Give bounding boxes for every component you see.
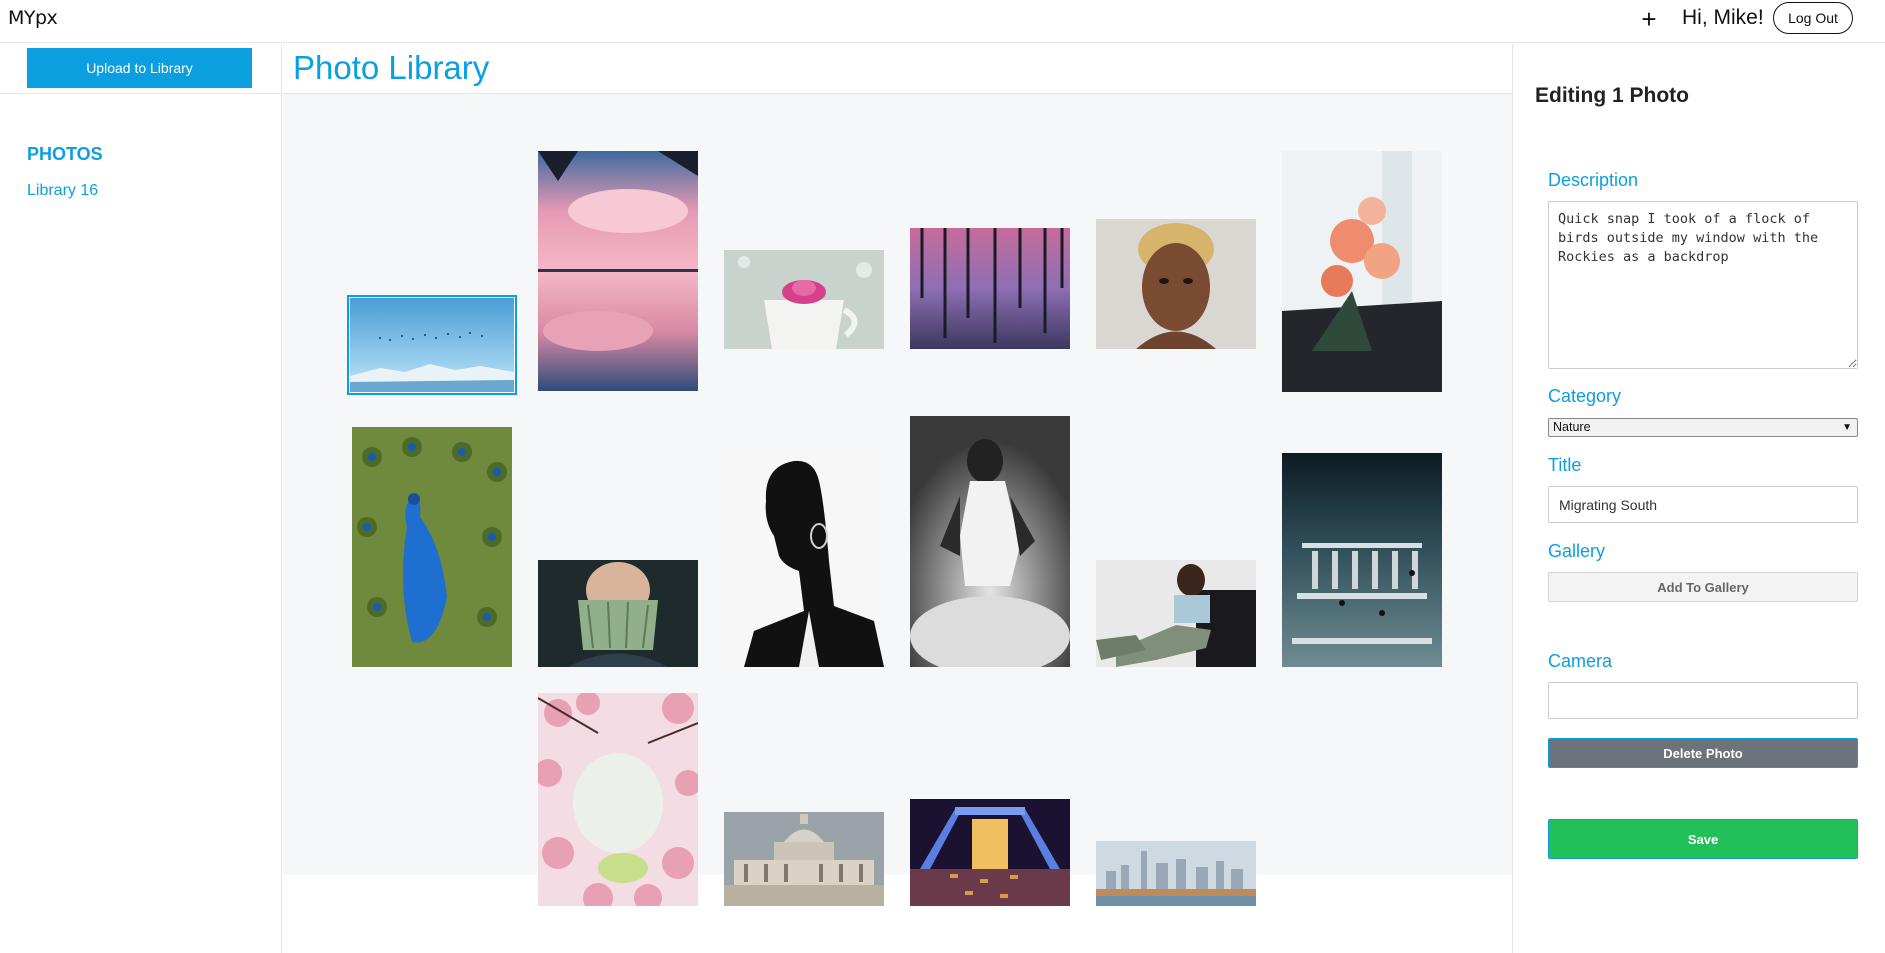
camera-label: Camera [1548, 651, 1613, 671]
photo-thumbnail[interactable] [1096, 219, 1256, 349]
photo-thumbnail[interactable] [538, 560, 698, 667]
sidebar: Upload to Library PHOTOS Library 16 [0, 44, 282, 953]
photo-image [352, 427, 512, 667]
category-select[interactable]: Nature ▼ [1548, 418, 1858, 437]
photo-grid [283, 94, 1512, 906]
photo-thumbnail[interactable] [910, 228, 1070, 349]
user-greeting: Hi, Mike! [1682, 6, 1764, 29]
sidebar-divider [0, 93, 281, 94]
title-label: Title [1548, 455, 1582, 475]
photo-thumbnail[interactable] [724, 441, 884, 667]
app-logo[interactable]: MYpx [8, 7, 58, 29]
title-divider [283, 93, 1512, 94]
photo-thumbnail[interactable] [1282, 453, 1442, 667]
photo-thumbnail[interactable] [538, 693, 698, 906]
photo-thumbnail[interactable] [352, 427, 512, 667]
category-label: Category [1548, 386, 1622, 406]
edit-panel: Editing 1 Photo Description Quick snap I… [1512, 44, 1885, 953]
photo-image [538, 693, 698, 906]
photo-image [1282, 151, 1442, 392]
photo-image [538, 560, 698, 667]
photo-thumbnail[interactable] [1096, 560, 1256, 667]
photo-thumbnail[interactable] [538, 151, 698, 391]
add-to-gallery-button[interactable]: Add To Gallery [1548, 572, 1858, 602]
photo-thumbnail[interactable] [910, 416, 1070, 667]
category-selected-value: Nature [1553, 420, 1591, 434]
photo-thumbnail[interactable] [910, 799, 1070, 906]
photo-image [910, 416, 1070, 667]
photo-image [724, 812, 884, 906]
photo-thumbnail[interactable] [347, 295, 517, 395]
top-bar: MYpx + Hi, Mike! Log Out [0, 0, 1885, 43]
photo-image [1096, 841, 1256, 906]
photo-thumbnail[interactable] [724, 812, 884, 906]
page-title: Photo Library [293, 49, 490, 86]
upload-to-library-button[interactable]: Upload to Library [27, 48, 252, 88]
photo-image [538, 151, 698, 391]
photos-section-heading: PHOTOS [27, 144, 103, 164]
logout-button[interactable]: Log Out [1773, 2, 1853, 34]
photo-image [910, 228, 1070, 349]
photo-image [1282, 453, 1442, 667]
description-label: Description [1548, 170, 1639, 190]
sidebar-item-library[interactable]: Library 16 [27, 182, 99, 199]
photo-thumbnail[interactable] [1282, 151, 1442, 392]
photo-image [724, 441, 884, 667]
gallery-label: Gallery [1548, 541, 1606, 561]
photo-image [910, 799, 1070, 906]
save-button[interactable]: Save [1548, 819, 1858, 859]
photo-image [724, 250, 884, 349]
photo-thumbnail[interactable] [1096, 841, 1256, 906]
photo-image [1096, 560, 1256, 667]
photo-image [1096, 219, 1256, 349]
description-field[interactable]: Quick snap I took of a flock of birds ou… [1548, 201, 1858, 369]
main-content: Photo Library [283, 44, 1512, 953]
add-photo-button[interactable]: + [1641, 4, 1657, 34]
chevron-down-icon: ▼ [1842, 422, 1852, 433]
photo-thumbnail[interactable] [724, 250, 884, 349]
title-field[interactable] [1548, 486, 1858, 523]
panel-title: Editing 1 Photo [1535, 84, 1689, 107]
photo-image [350, 298, 514, 392]
camera-field[interactable] [1548, 682, 1858, 719]
delete-photo-button[interactable]: Delete Photo [1548, 738, 1858, 768]
